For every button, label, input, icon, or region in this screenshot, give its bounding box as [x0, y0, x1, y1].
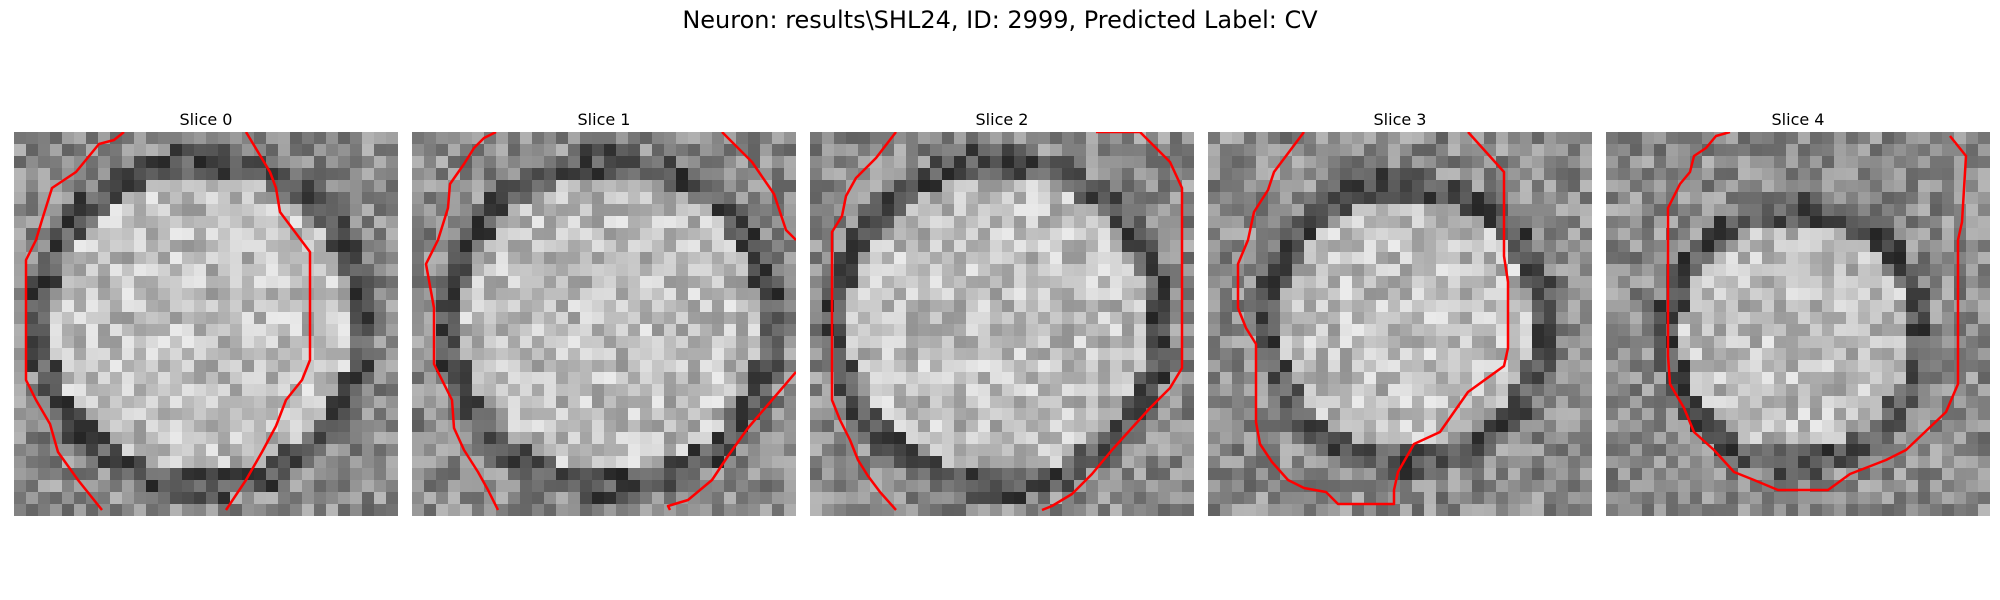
slice-image-4	[1606, 132, 1990, 516]
figure-title: Neuron: results\SHL24, ID: 2999, Predict…	[682, 6, 1318, 34]
slice-panel-2: Slice 2	[810, 108, 1194, 516]
contour-line	[830, 132, 1184, 512]
contour-line	[1236, 132, 1510, 506]
slice-panel-3: Slice 3	[1208, 108, 1592, 516]
slice-panel-4: Slice 4	[1606, 108, 1990, 516]
slice-image-1	[412, 132, 796, 516]
slice-image-3	[1208, 132, 1592, 516]
slice-panel-1: Slice 1	[412, 108, 796, 516]
slice-title-1: Slice 1	[577, 110, 631, 129]
slice-title-2: Slice 2	[975, 110, 1029, 129]
slice-panel-0: Slice 0	[14, 108, 398, 516]
contour-line	[24, 132, 312, 511]
slice-title-0: Slice 0	[179, 110, 233, 129]
contour-line	[424, 132, 796, 511]
slice-image-2	[810, 132, 1194, 516]
slice-title-4: Slice 4	[1771, 110, 1825, 129]
slice-image-0	[14, 132, 398, 516]
slice-title-3: Slice 3	[1373, 110, 1427, 129]
contour-line	[1666, 132, 1968, 492]
